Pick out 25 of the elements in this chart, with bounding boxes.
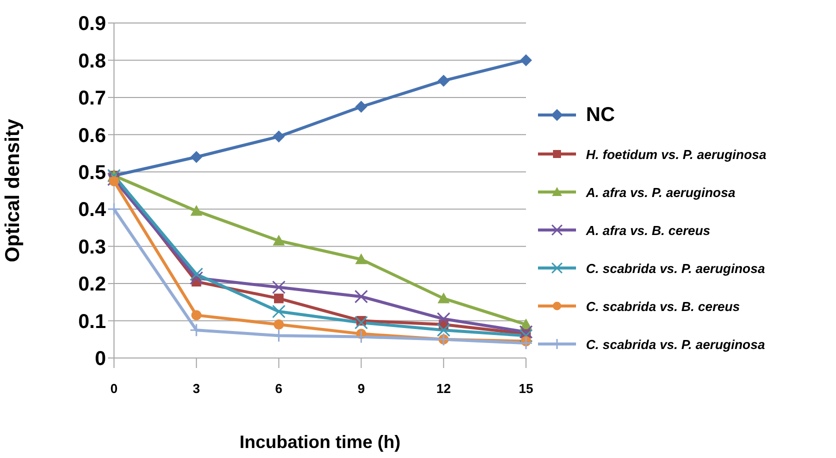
y-tick-label: 0.7	[78, 88, 106, 110]
legend-label: C. scabrida vs. P. aeruginosa	[586, 260, 765, 276]
legend-label: A. afra vs. B. cereus	[586, 222, 710, 238]
legend-label: H. foetidum vs. P. aeruginosa	[586, 146, 766, 162]
y-tick-label: 0	[94, 348, 106, 370]
x-tick-label: 9	[358, 381, 365, 396]
legend-label: A. afra vs. P. aeruginosa	[586, 184, 736, 200]
y-tick-label: 0.1	[78, 310, 106, 333]
y-tick-label: 0.6	[78, 124, 106, 147]
y-tick-label: 0.2	[78, 274, 106, 296]
y-axis-title: Optical density	[2, 118, 24, 262]
legend-label: C. scabrida vs. P. aeruginosa	[586, 336, 765, 352]
legend-label: C. scabrida vs. B. cereus	[586, 298, 740, 314]
y-tick-label: 0.3	[78, 236, 106, 258]
x-axis-title: Incubation time (h)	[240, 432, 400, 452]
y-tick-label: 0.8	[78, 50, 106, 72]
x-tick-label: 15	[518, 381, 534, 396]
x-tick-label: 0	[110, 381, 118, 396]
x-tick-label: 6	[275, 381, 282, 396]
y-tick-label: 0.9	[78, 13, 106, 36]
y-tick-label: 0.5	[78, 162, 106, 184]
x-tick-label: 3	[192, 381, 200, 396]
x-tick-label: 12	[436, 381, 451, 396]
legend-label: NC	[586, 104, 615, 126]
y-tick-label: 0.4	[78, 199, 107, 222]
